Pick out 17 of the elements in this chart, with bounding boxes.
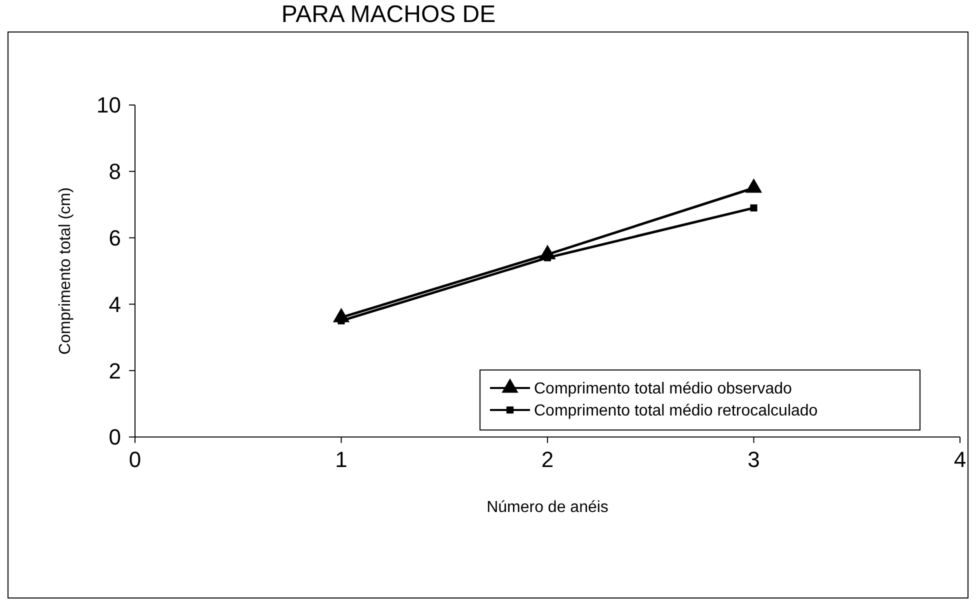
legend-label: Comprimento total médio observado: [534, 380, 792, 398]
x-tick-label: 2: [541, 447, 554, 472]
y-tick-label: 6: [108, 226, 121, 250]
y-tick-label: 4: [108, 292, 121, 317]
x-axis-title: Número de anéis: [486, 499, 608, 516]
y-tick-label: 10: [96, 92, 121, 118]
y-tick-label: 8: [108, 159, 121, 184]
x-tick-label: 3: [748, 447, 760, 472]
x-tick-label: 4: [954, 447, 966, 472]
x-tick-label: 0: [128, 447, 142, 472]
point: [745, 178, 762, 193]
chart-title: PARA MACHOS DE: [281, 1, 496, 28]
legend-label: Comprimento total médio retrocalculado: [534, 402, 818, 420]
y-axis-title: Comprimento total (cm): [57, 187, 74, 355]
x-tick-label: 1: [335, 447, 348, 472]
y-tick-label: 0: [108, 424, 121, 450]
y-tick-label: 2: [108, 358, 121, 384]
